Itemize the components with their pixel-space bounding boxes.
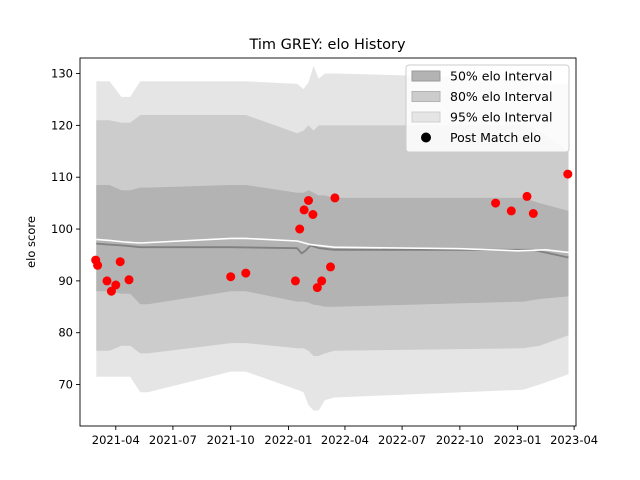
x-tick-label: 2022-01 bbox=[264, 433, 312, 447]
post-match-point bbox=[522, 191, 532, 201]
post-match-point bbox=[111, 280, 121, 290]
post-match-point bbox=[299, 205, 309, 215]
legend-swatch bbox=[411, 70, 441, 82]
post-match-point bbox=[226, 272, 236, 282]
median-elo-line bbox=[96, 237, 569, 254]
post-match-point bbox=[491, 198, 501, 208]
plot-frame bbox=[79, 57, 577, 427]
legend-label: 95% elo Interval bbox=[450, 110, 552, 125]
x-tick-label: 2021-04 bbox=[92, 433, 140, 447]
post-match-point bbox=[528, 209, 538, 218]
x-tick-label: 2023-04 bbox=[550, 433, 598, 447]
post-match-point bbox=[326, 262, 335, 272]
y-tick-label: 110 bbox=[51, 170, 73, 184]
mean-elo-line bbox=[96, 242, 569, 259]
post-match-point bbox=[295, 224, 305, 234]
x-tick-label: 2021-07 bbox=[149, 433, 197, 447]
y-tick-label: 80 bbox=[58, 326, 73, 340]
x-tick-label: 2022-04 bbox=[321, 433, 369, 447]
legend-box bbox=[405, 64, 570, 153]
legend-label: 50% elo Interval bbox=[450, 69, 552, 84]
x-tick-label: 2023-01 bbox=[494, 433, 542, 447]
post-match-point bbox=[317, 276, 327, 286]
post-match-point bbox=[124, 275, 134, 285]
legend-marker bbox=[421, 132, 431, 143]
post-match-point bbox=[102, 276, 112, 286]
post-match-point bbox=[304, 196, 313, 205]
post-match-point bbox=[563, 169, 573, 179]
y-tick-label: 90 bbox=[58, 274, 73, 288]
post-match-point bbox=[330, 193, 340, 203]
legend: 50% elo Interval 80% elo Interval 95% elo … bbox=[405, 64, 570, 153]
x-tick-label: 2022-10 bbox=[436, 433, 484, 447]
post-match-point bbox=[506, 206, 516, 216]
legend-label: 80% elo Interval bbox=[450, 89, 552, 104]
legend-swatch bbox=[411, 91, 441, 102]
post-match-point bbox=[290, 276, 300, 286]
elo-lines bbox=[96, 237, 569, 259]
x-tick-label: 2021-10 bbox=[207, 433, 255, 447]
band-50 bbox=[96, 185, 569, 307]
axes: 70 80 90 100 110 120 130 2021-04 2021-07 2021-10 2… bbox=[51, 57, 598, 447]
legend-swatch bbox=[411, 111, 441, 123]
post-match-point bbox=[93, 260, 103, 270]
post-match-point bbox=[241, 268, 251, 278]
x-tick-label: 2022-07 bbox=[378, 433, 426, 447]
post-match-point bbox=[115, 257, 125, 267]
chart-title: Tim GREY: elo History bbox=[248, 37, 406, 53]
y-tick-label: 130 bbox=[51, 67, 73, 81]
legend-label: Post Match elo bbox=[450, 130, 541, 145]
post-match-point bbox=[312, 283, 322, 293]
post-match-point bbox=[308, 210, 318, 219]
y-tick-label: 120 bbox=[51, 118, 73, 132]
y-tick-label: 100 bbox=[51, 222, 73, 236]
post-match-points bbox=[91, 169, 573, 296]
y-tick-label: 70 bbox=[58, 378, 73, 392]
y-axis-label: elo score bbox=[24, 216, 38, 268]
